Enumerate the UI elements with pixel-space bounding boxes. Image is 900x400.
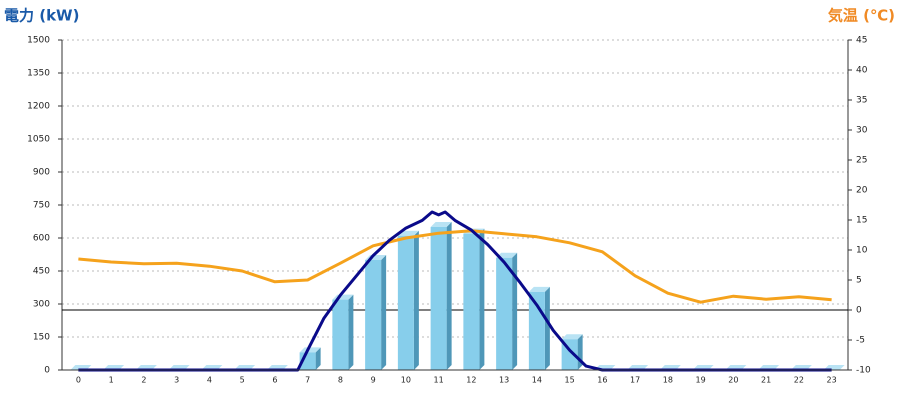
y-tick-label: 1200 xyxy=(27,102,50,112)
bar-front xyxy=(463,233,480,370)
bar-side xyxy=(315,347,321,370)
bar-side xyxy=(446,222,452,370)
x-tick-label: 4 xyxy=(207,376,212,385)
x-tick-label: 23 xyxy=(827,376,837,385)
bar xyxy=(430,222,452,370)
y2-tick-label: 35 xyxy=(856,96,867,106)
y-tick-label: 1350 xyxy=(27,69,50,79)
bar xyxy=(365,255,387,370)
y2-tick-label: 30 xyxy=(856,126,868,136)
bar-front xyxy=(332,299,349,370)
y2-axis-title: 気温 (℃) xyxy=(828,7,895,25)
x-tick-label: 7 xyxy=(305,376,310,385)
y-tick-label: 300 xyxy=(33,300,50,310)
y-tick-label: 900 xyxy=(33,168,50,178)
x-tick-label: 10 xyxy=(401,376,411,385)
x-tick-label: 6 xyxy=(272,376,277,385)
x-tick-label: 22 xyxy=(794,376,804,385)
y2-tick-label: -10 xyxy=(856,366,871,376)
line xyxy=(78,210,832,372)
y2-tick-label: 40 xyxy=(856,66,868,76)
bar-top xyxy=(528,286,550,292)
x-tick-label: 13 xyxy=(499,376,509,385)
y-tick-label: 450 xyxy=(33,267,50,277)
x-tick-label: 14 xyxy=(532,376,542,385)
bar-side xyxy=(348,294,354,370)
x-tick-label: 8 xyxy=(338,376,343,385)
x-tick-label: 17 xyxy=(630,376,640,385)
bar-side xyxy=(479,228,485,370)
bar-front xyxy=(496,257,513,370)
y2-tick-label: -5 xyxy=(856,336,865,346)
bar-front xyxy=(365,260,382,370)
x-tick-label: 3 xyxy=(174,376,179,385)
bar xyxy=(496,252,518,370)
y2-tick-label: 45 xyxy=(856,36,867,46)
y-tick-label: 750 xyxy=(33,201,50,211)
bar-side xyxy=(544,286,550,370)
line xyxy=(78,229,832,304)
bar-top xyxy=(496,252,518,258)
bar-top xyxy=(299,347,321,353)
y-tick-label: 1050 xyxy=(27,135,50,145)
x-tick-label: 0 xyxy=(76,376,81,385)
x-tick-label: 5 xyxy=(240,376,245,385)
x-tick-label: 18 xyxy=(663,376,673,385)
bar-front xyxy=(430,227,447,370)
y2-tick-label: 25 xyxy=(856,156,867,166)
x-tick-label: 20 xyxy=(728,376,738,385)
bar-top xyxy=(561,334,583,340)
y2-tick-label: 5 xyxy=(856,276,862,286)
x-tick-label: 21 xyxy=(761,376,771,385)
x-tick-label: 16 xyxy=(597,376,607,385)
x-tick-label: 9 xyxy=(371,376,376,385)
y2-tick-label: 0 xyxy=(856,306,862,316)
x-tick-label: 12 xyxy=(466,376,476,385)
y2-tick-label: 10 xyxy=(856,246,868,256)
y2-tick-label: 20 xyxy=(856,186,868,196)
bar-side xyxy=(413,230,419,370)
bar-top xyxy=(430,222,452,227)
y-axis-title: 電力 (kW) xyxy=(4,7,79,25)
x-tick-label: 1 xyxy=(109,376,114,385)
x-tick-label: 2 xyxy=(141,376,146,385)
bar xyxy=(397,230,419,370)
y-tick-label: 1500 xyxy=(27,36,50,46)
y-tick-label: 600 xyxy=(33,234,50,244)
x-tick-label: 11 xyxy=(434,376,444,385)
bar-top xyxy=(397,230,419,236)
x-tick-label: 15 xyxy=(565,376,575,385)
y-tick-label: 0 xyxy=(44,366,50,376)
bar-side xyxy=(381,255,387,370)
bar-front xyxy=(397,235,414,370)
bar-side xyxy=(512,252,518,370)
bar xyxy=(332,294,354,370)
x-tick-label: 19 xyxy=(696,376,706,385)
bar-side xyxy=(577,334,583,370)
y2-tick-label: 15 xyxy=(856,216,867,226)
bar xyxy=(463,228,485,370)
y-tick-label: 150 xyxy=(33,333,50,343)
bar xyxy=(299,347,321,370)
